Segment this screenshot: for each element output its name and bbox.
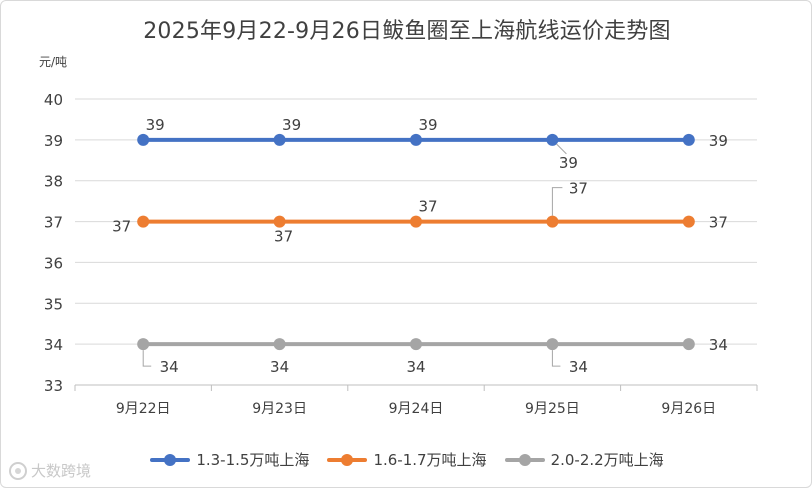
x-tick-label: 9月23日 <box>252 401 307 417</box>
data-label: 39 <box>709 132 728 150</box>
legend-item: 1.6-1.7万吨上海 <box>327 449 487 470</box>
data-point <box>137 133 150 146</box>
data-label: 39 <box>146 116 165 134</box>
data-label: 37 <box>569 180 588 198</box>
data-point <box>546 338 559 351</box>
data-label: 34 <box>709 336 728 354</box>
label-leader-line <box>142 350 152 367</box>
x-tick-label: 9月26日 <box>661 401 716 417</box>
y-tick-label: 33 <box>44 377 63 395</box>
x-tick-label: 9月25日 <box>525 401 580 417</box>
data-point <box>273 215 286 228</box>
watermark: 大数跨境 <box>9 460 91 481</box>
data-label: 39 <box>559 154 578 172</box>
legend-swatch <box>504 453 545 467</box>
data-point <box>273 133 286 146</box>
y-tick-label: 34 <box>44 336 63 354</box>
x-tick-label: 9月22日 <box>116 401 171 417</box>
data-label: 34 <box>569 358 588 376</box>
chart-legend: 1.3-1.5万吨上海 1.6-1.7万吨上海 2.0-2.2万吨上海 <box>1 449 812 470</box>
data-point <box>682 215 695 228</box>
legend-swatch <box>150 453 191 467</box>
watermark-text: 大数跨境 <box>31 462 92 480</box>
legend-label: 1.6-1.7万吨上海 <box>373 451 487 469</box>
data-point <box>273 338 286 351</box>
legend-item: 1.3-1.5万吨上海 <box>150 449 309 470</box>
data-label: 39 <box>418 116 437 134</box>
y-tick-label: 39 <box>44 132 63 150</box>
legend-swatch <box>327 453 368 467</box>
label-leader-line <box>556 143 567 155</box>
y-tick-label: 36 <box>44 254 63 272</box>
legend-label: 1.3-1.5万吨上海 <box>196 451 310 469</box>
y-tick-label: 37 <box>44 214 63 232</box>
y-tick-label: 35 <box>44 295 63 313</box>
data-label: 37 <box>709 214 728 232</box>
data-point <box>682 133 695 146</box>
data-label: 37 <box>418 198 437 216</box>
y-axis-unit-label: 元/吨 <box>39 55 68 69</box>
data-label: 34 <box>270 358 289 376</box>
data-point <box>682 338 695 351</box>
data-point <box>137 338 150 351</box>
label-leader-line <box>551 187 563 216</box>
data-point <box>410 133 422 146</box>
data-point <box>546 133 559 146</box>
legend-item: 2.0-2.2万吨上海 <box>504 449 664 470</box>
legend-label: 2.0-2.2万吨上海 <box>550 451 664 469</box>
data-point <box>546 215 559 228</box>
x-tick-label: 9月24日 <box>389 401 444 417</box>
y-tick-label: 40 <box>44 91 63 109</box>
data-label: 34 <box>406 358 425 376</box>
data-point <box>410 215 422 228</box>
data-label: 37 <box>112 218 131 236</box>
y-tick-label: 38 <box>44 173 63 191</box>
label-leader-line <box>551 350 561 367</box>
data-label: 37 <box>274 228 293 246</box>
data-label: 34 <box>160 358 179 376</box>
data-label: 39 <box>282 116 301 134</box>
chart-title: 2025年9月22-9月26日鲅鱼圈至上海航线运价走势图 <box>143 19 671 44</box>
data-point <box>410 338 422 351</box>
data-point <box>137 215 150 228</box>
camera-logo-icon <box>9 461 27 480</box>
